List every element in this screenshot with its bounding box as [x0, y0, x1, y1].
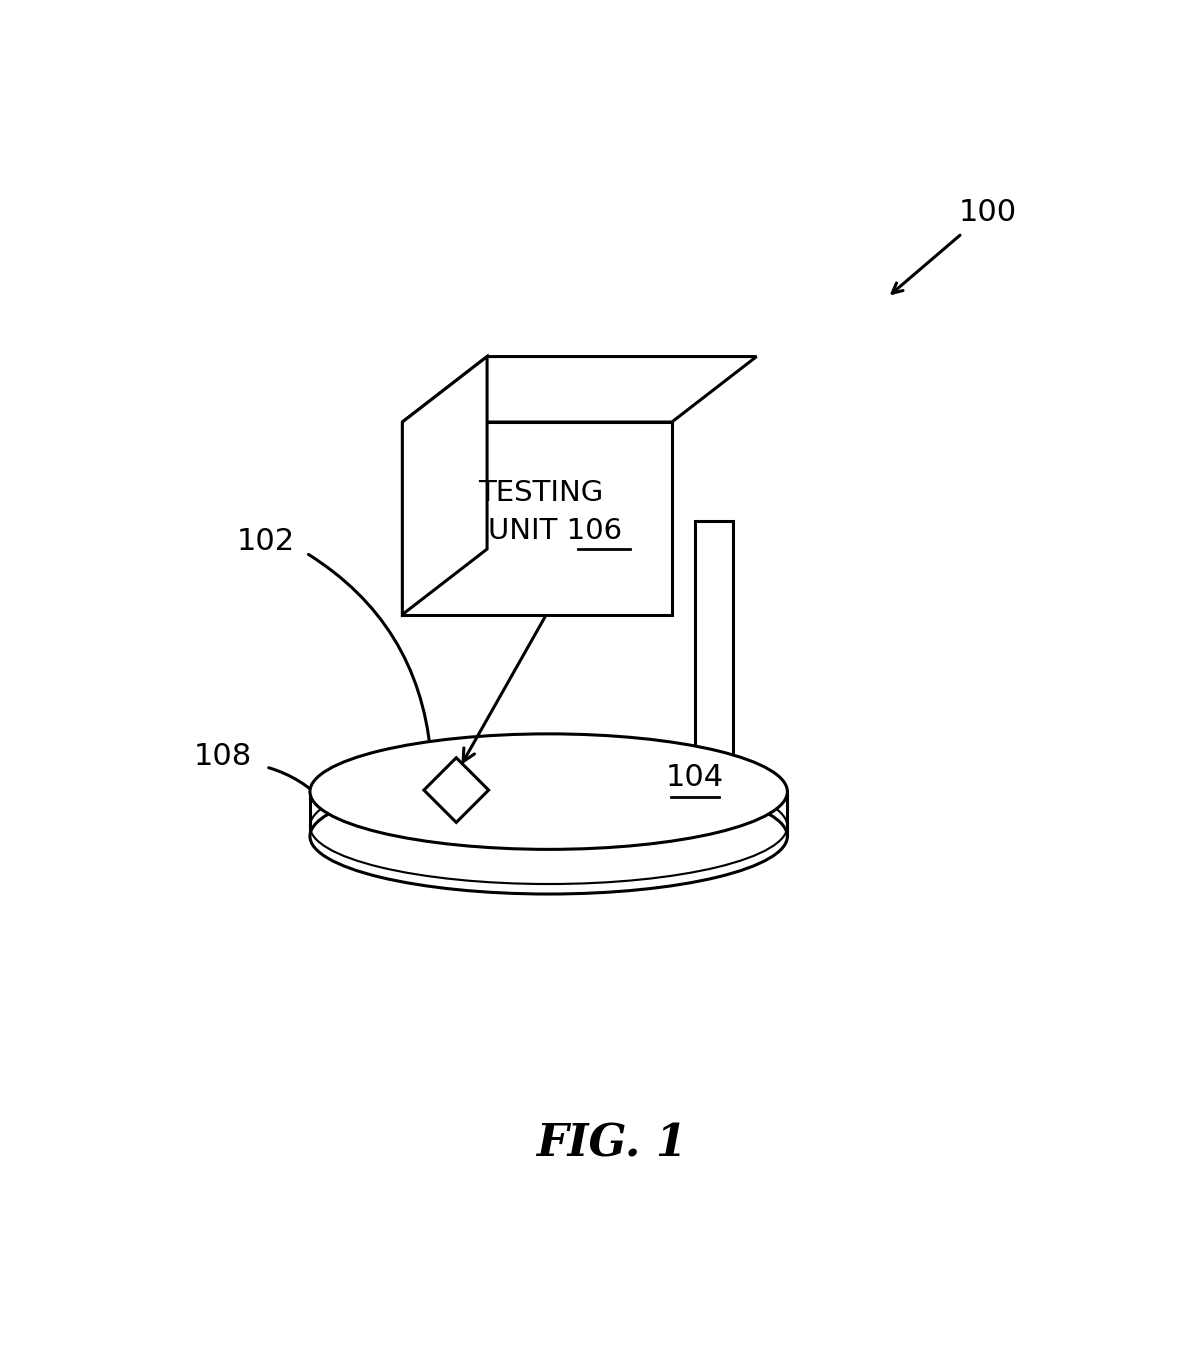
Polygon shape: [402, 357, 487, 615]
Text: 102: 102: [237, 527, 295, 555]
Polygon shape: [402, 357, 756, 422]
Text: UNIT 106: UNIT 106: [488, 518, 622, 546]
Ellipse shape: [310, 779, 787, 894]
Polygon shape: [310, 791, 787, 836]
Polygon shape: [402, 422, 672, 615]
Text: 108: 108: [193, 743, 252, 771]
Text: 104: 104: [666, 763, 724, 793]
Text: TESTING: TESTING: [478, 479, 604, 507]
Ellipse shape: [310, 733, 787, 849]
Polygon shape: [696, 520, 734, 811]
Text: 100: 100: [958, 198, 1016, 226]
Text: FIG. 1: FIG. 1: [536, 1123, 686, 1166]
Polygon shape: [424, 758, 489, 822]
